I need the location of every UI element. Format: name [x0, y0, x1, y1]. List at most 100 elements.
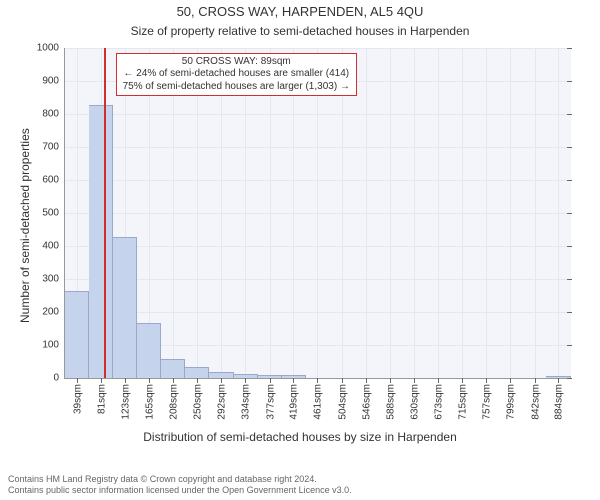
gridline-v	[535, 48, 536, 378]
ytick-label: 100	[42, 340, 65, 351]
ytick-label: 200	[42, 307, 65, 318]
ytick-label: 400	[42, 241, 65, 252]
y-axis-label: Number of semi-detached properties	[18, 128, 32, 323]
xtick-mark	[197, 378, 198, 383]
histogram-bar	[234, 374, 258, 378]
ytick-label: 300	[42, 274, 65, 285]
histogram-bar	[89, 105, 113, 378]
chart-subtitle: Size of property relative to semi-detach…	[0, 24, 600, 38]
xtick-mark	[77, 378, 78, 383]
x-axis-label: Distribution of semi-detached houses by …	[0, 430, 600, 444]
ytick-mark	[567, 279, 572, 280]
xtick-mark	[101, 378, 102, 383]
ytick-label: 600	[42, 175, 65, 186]
xtick-label: 546sqm	[359, 384, 372, 420]
annotation-line-3: 75% of semi-detached houses are larger (…	[123, 81, 350, 94]
histogram-bar	[185, 367, 209, 378]
xtick-label: 39sqm	[70, 384, 83, 414]
chart-title: 50, CROSS WAY, HARPENDEN, AL5 4QU	[0, 4, 600, 19]
xtick-mark	[245, 378, 246, 383]
ytick-label: 1000	[37, 43, 65, 54]
xtick-mark	[366, 378, 367, 383]
gridline-v	[317, 48, 318, 378]
footer-line-1: Contains HM Land Registry data © Crown c…	[8, 474, 352, 485]
xtick-label: 504sqm	[335, 384, 348, 420]
xtick-label: 292sqm	[215, 384, 228, 420]
gridline-v	[293, 48, 294, 378]
xtick-label: 630sqm	[407, 384, 420, 420]
xtick-mark	[558, 378, 559, 383]
xtick-label: 757sqm	[480, 384, 493, 420]
gridline-v	[245, 48, 246, 378]
xtick-mark	[438, 378, 439, 383]
ytick-label: 800	[42, 109, 65, 120]
gridline-v	[390, 48, 391, 378]
chart-container: 50, CROSS WAY, HARPENDEN, AL5 4QU Size o…	[0, 0, 600, 500]
xtick-label: 208sqm	[167, 384, 180, 420]
ytick-mark	[567, 345, 572, 346]
xtick-label: 715sqm	[456, 384, 469, 420]
xtick-mark	[221, 378, 222, 383]
xtick-label: 419sqm	[287, 384, 300, 420]
gridline-v	[366, 48, 367, 378]
xtick-label: 250sqm	[191, 384, 204, 420]
histogram-bar	[113, 237, 137, 378]
xtick-mark	[149, 378, 150, 383]
ytick-label: 900	[42, 76, 65, 87]
xtick-label: 377sqm	[263, 384, 276, 420]
xtick-label: 461sqm	[311, 384, 324, 420]
plot-area: 0100200300400500600700800900100039sqm81s…	[64, 48, 571, 379]
gridline-v	[173, 48, 174, 378]
ytick-mark	[567, 378, 572, 379]
xtick-label: 123sqm	[118, 384, 131, 420]
ytick-mark	[567, 213, 572, 214]
xtick-mark	[510, 378, 511, 383]
xtick-label: 799sqm	[504, 384, 517, 420]
ytick-mark	[567, 81, 572, 82]
histogram-bar	[137, 323, 161, 378]
gridline-v	[558, 48, 559, 378]
xtick-label: 673sqm	[432, 384, 445, 420]
annotation-line-2: ← 24% of semi-detached houses are smalle…	[123, 68, 350, 81]
ytick-mark	[567, 246, 572, 247]
xtick-mark	[173, 378, 174, 383]
ytick-label: 500	[42, 208, 65, 219]
gridline-v	[462, 48, 463, 378]
ytick-mark	[567, 147, 572, 148]
ytick-mark	[567, 48, 572, 49]
xtick-mark	[270, 378, 271, 383]
annotation-line-1: 50 CROSS WAY: 89sqm	[123, 56, 350, 69]
property-marker-line	[104, 48, 106, 378]
gridline-v	[197, 48, 198, 378]
xtick-label: 334sqm	[239, 384, 252, 420]
histogram-bar	[65, 291, 89, 378]
ytick-mark	[567, 180, 572, 181]
histogram-bar	[546, 376, 570, 378]
gridline-v	[270, 48, 271, 378]
xtick-label: 165sqm	[142, 384, 155, 420]
xtick-label: 81sqm	[94, 384, 107, 414]
ytick-label: 700	[42, 142, 65, 153]
gridline-v	[510, 48, 511, 378]
gridline-v	[342, 48, 343, 378]
gridline-v	[221, 48, 222, 378]
xtick-label: 588sqm	[383, 384, 396, 420]
xtick-mark	[486, 378, 487, 383]
xtick-mark	[462, 378, 463, 383]
histogram-bar	[282, 375, 306, 378]
gridline-v	[414, 48, 415, 378]
xtick-mark	[414, 378, 415, 383]
xtick-label: 884sqm	[552, 384, 565, 420]
histogram-bar	[258, 375, 282, 378]
footer-attribution: Contains HM Land Registry data © Crown c…	[8, 474, 352, 496]
histogram-bar	[161, 359, 185, 378]
histogram-bar	[209, 372, 233, 378]
ytick-mark	[567, 114, 572, 115]
ytick-mark	[567, 312, 572, 313]
xtick-mark	[535, 378, 536, 383]
footer-line-2: Contains public sector information licen…	[8, 485, 352, 496]
xtick-mark	[293, 378, 294, 383]
xtick-mark	[125, 378, 126, 383]
gridline-v	[486, 48, 487, 378]
xtick-mark	[317, 378, 318, 383]
